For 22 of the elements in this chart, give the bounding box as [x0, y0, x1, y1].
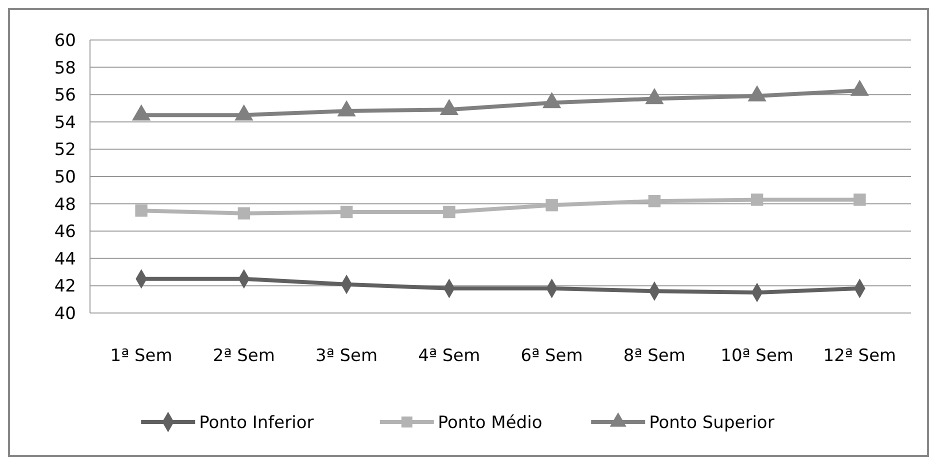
y-tick-label: 40 [54, 304, 76, 324]
legend-label: Ponto Inferior [199, 412, 314, 433]
y-tick-label: 54 [54, 112, 76, 133]
y-tick-label: 50 [54, 167, 76, 188]
y-tick-label: 56 [54, 86, 76, 106]
x-tick-label: 1ª Sem [110, 346, 172, 366]
y-tick-label: 48 [54, 194, 76, 215]
legend-label: Ponto Médio [438, 412, 542, 433]
y-tick-label: 52 [54, 140, 76, 160]
legend-label: Ponto Superior [649, 412, 774, 433]
y-tick-label: 60 [54, 30, 76, 51]
x-tick-label: 8ª Sem [623, 346, 686, 366]
x-tick-label: 2ª Sem [212, 346, 275, 366]
x-tick-label: 6ª Sem [520, 346, 583, 366]
y-tick-label: 58 [54, 58, 76, 78]
x-tick-label: 4ª Sem [418, 346, 480, 366]
x-tick-label: 10ª Sem [720, 346, 794, 366]
x-tick-label: 3ª Sem [316, 346, 378, 366]
y-tick-label: 42 [54, 276, 76, 297]
y-tick-label: 46 [54, 222, 76, 242]
x-tick-label: 12ª Sem [823, 346, 896, 366]
y-tick-label: 44 [54, 249, 76, 270]
